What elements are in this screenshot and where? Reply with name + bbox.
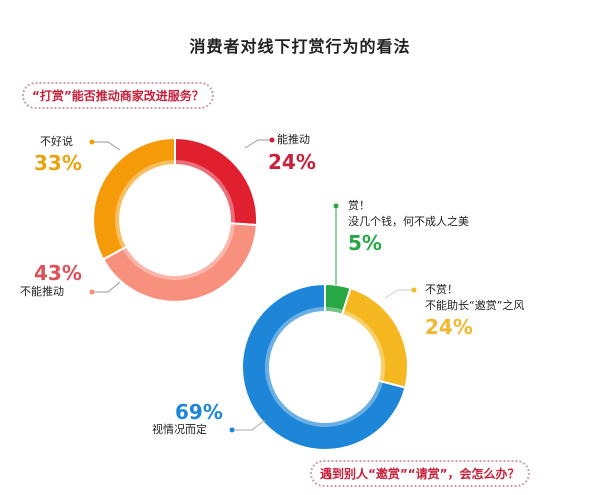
- label-reward-line2: 没几个钱，何不成人之美: [348, 215, 469, 228]
- pct-cannot-push: 43%: [34, 261, 82, 285]
- slice-blue: [241, 282, 407, 451]
- label-no-reward-line2: 不能助长“邀赏”之风: [425, 299, 525, 312]
- label-depends: 视情况而定: [152, 423, 207, 436]
- label-hard-to-say: 不好说: [40, 135, 73, 148]
- pct-reward: 5%: [348, 231, 382, 255]
- label-can-push: 能推动: [277, 133, 310, 146]
- pct-can-push: 24%: [268, 150, 316, 174]
- pct-depends: 69%: [175, 400, 223, 424]
- slice-orange: [92, 136, 176, 261]
- label-cannot-push: 不能推动: [20, 285, 64, 298]
- pct-no-reward: 24%: [425, 315, 473, 339]
- page-title: 消费者对线下打赏行为的看法: [189, 37, 411, 56]
- donut-chart-1: [92, 136, 258, 303]
- label-no-reward-line1: 不赏！: [425, 283, 458, 296]
- label-reward-line1: 赏！: [348, 199, 370, 212]
- pct-hard-to-say: 33%: [34, 151, 82, 175]
- donut-chart-2: [241, 282, 409, 451]
- slice-salmon: [101, 222, 258, 303]
- question2-box: 遇到别人“邀赏”“请赏”，会怎么办？: [310, 460, 530, 487]
- question1-box: “打赏”能否推动商家改进服务？: [22, 82, 214, 109]
